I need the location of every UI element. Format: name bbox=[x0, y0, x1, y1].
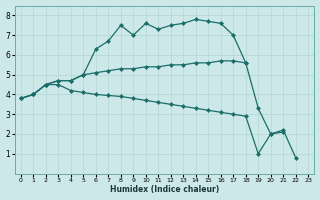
X-axis label: Humidex (Indice chaleur): Humidex (Indice chaleur) bbox=[110, 185, 219, 194]
